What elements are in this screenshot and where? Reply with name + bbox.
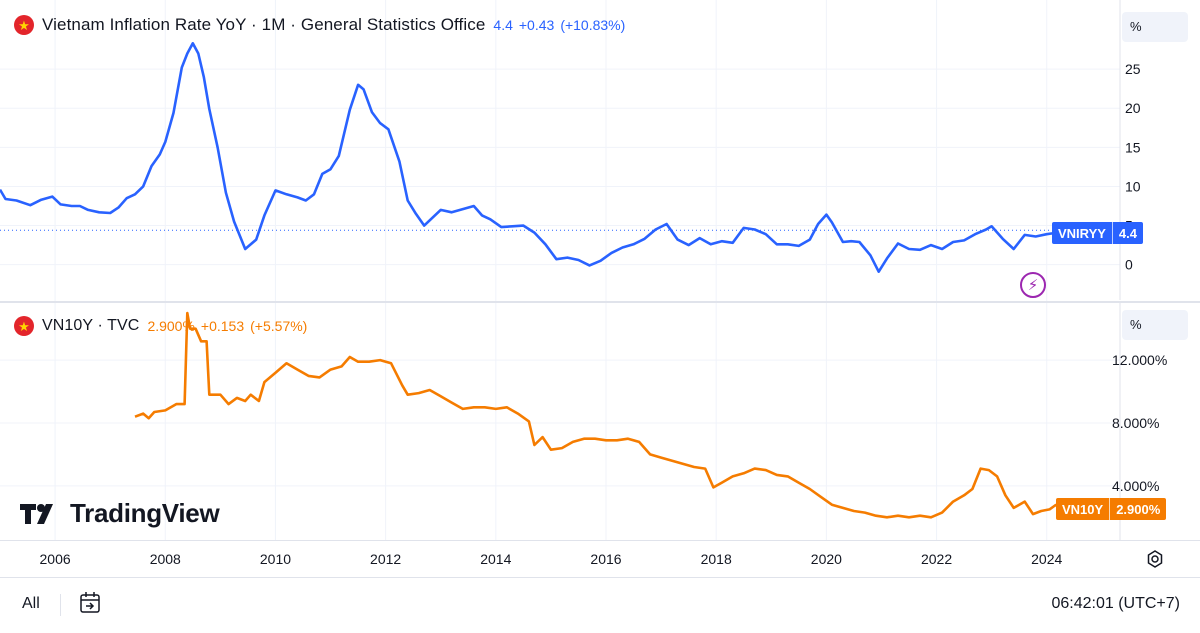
- bond-legend-values: 2.900% +0.153 (+5.57%): [147, 318, 307, 334]
- time-tick-label: 2012: [370, 551, 402, 567]
- tradingview-logo-icon: [20, 503, 53, 524]
- inflation-change-pct: (+10.83%): [560, 17, 626, 33]
- badge-separator: [1109, 498, 1111, 520]
- bond-badge-value: 2.900%: [1116, 501, 1161, 517]
- badge-separator: [1111, 222, 1113, 244]
- time-tick-label: 2014: [480, 551, 512, 567]
- pane-divider[interactable]: [0, 301, 1200, 303]
- y-tick-label: 0: [1125, 257, 1133, 273]
- y-tick-label: 4.000%: [1112, 478, 1159, 494]
- bond-price-badge: VN10Y 2.900%: [1056, 498, 1167, 520]
- time-tick-label: 2020: [810, 551, 842, 567]
- y-tick-label: 15: [1125, 139, 1141, 155]
- bond-change: +0.153: [200, 318, 245, 334]
- inflation-pane[interactable]: 0510152025 ★ Vietnam Inflation Rate YoY …: [0, 0, 1200, 302]
- inflation-chart[interactable]: 0510152025: [0, 0, 1200, 302]
- time-tick-label: 2010: [259, 551, 292, 567]
- bond-yield-pane[interactable]: 4.000% 8.000% 12.000% ★ VN10Y · TVC 2.900%…: [0, 303, 1200, 540]
- inflation-legend-title: Vietnam Inflation Rate YoY · 1M · Genera…: [42, 15, 486, 34]
- watermark-text: TradingView: [70, 498, 220, 528]
- inflation-unit-button[interactable]: %: [1122, 12, 1188, 42]
- time-tick-label: 2022: [920, 551, 953, 567]
- vietnam-flag-icon: ★: [14, 15, 34, 35]
- lightning-icon[interactable]: ⚡: [1020, 272, 1046, 298]
- time-tick-label: 2008: [149, 551, 181, 567]
- inflation-price-badge: VNIRYY 4.4: [1052, 222, 1143, 244]
- time-tick-label: 2016: [590, 551, 622, 567]
- bond-unit-button[interactable]: %: [1122, 310, 1188, 340]
- toolbar-separator: [60, 594, 61, 616]
- tradingview-watermark[interactable]: TradingView: [20, 498, 220, 529]
- bottom-toolbar: All 06:42:01 (UTC+7): [0, 577, 1200, 633]
- bond-legend[interactable]: ★ VN10Y · TVC 2.900% +0.153 (+5.57%): [14, 316, 307, 336]
- y-tick-label: 20: [1125, 100, 1141, 116]
- y-tick-label: 25: [1125, 61, 1141, 77]
- bond-yield-chart[interactable]: 4.000% 8.000% 12.000%: [0, 303, 1200, 540]
- time-tick-label: 2006: [39, 551, 71, 567]
- series-line-vn10y[interactable]: [134, 311, 1062, 519]
- date-range-icon[interactable]: [76, 589, 104, 617]
- inflation-legend[interactable]: ★ Vietnam Inflation Rate YoY · 1M · Gene…: [14, 15, 625, 35]
- y-tick-label: 8.000%: [1112, 415, 1159, 431]
- time-tick-label: 2024: [1031, 551, 1063, 567]
- bond-badge-symbol: VN10Y: [1062, 501, 1104, 517]
- y-tick-label: 10: [1125, 178, 1141, 194]
- clock-timezone[interactable]: 06:42:01 (UTC+7): [1051, 595, 1180, 612]
- time-axis[interactable]: 2006 2008 2010 2012 2014 2016 2018 2020 2022 2024: [0, 540, 1200, 576]
- series-line-vniryy[interactable]: [0, 41, 1059, 274]
- bond-last-value: 2.900%: [147, 318, 195, 334]
- vietnam-flag-icon: ★: [14, 316, 34, 336]
- time-tick-label: 2018: [700, 551, 732, 567]
- bond-legend-title: VN10Y · TVC: [42, 317, 140, 334]
- range-all-button[interactable]: All: [22, 595, 40, 612]
- inflation-change: +0.43: [518, 17, 555, 33]
- inflation-badge-symbol: VNIRYY: [1058, 225, 1106, 241]
- settings-icon[interactable]: [1145, 549, 1165, 569]
- inflation-badge-value: 4.4: [1118, 225, 1137, 241]
- inflation-last-value: 4.4: [493, 17, 513, 33]
- y-tick-label: 12.000%: [1112, 352, 1167, 368]
- inflation-legend-values: 4.4 +0.43 (+10.83%): [493, 17, 625, 33]
- bond-change-pct: (+5.57%): [250, 318, 308, 334]
